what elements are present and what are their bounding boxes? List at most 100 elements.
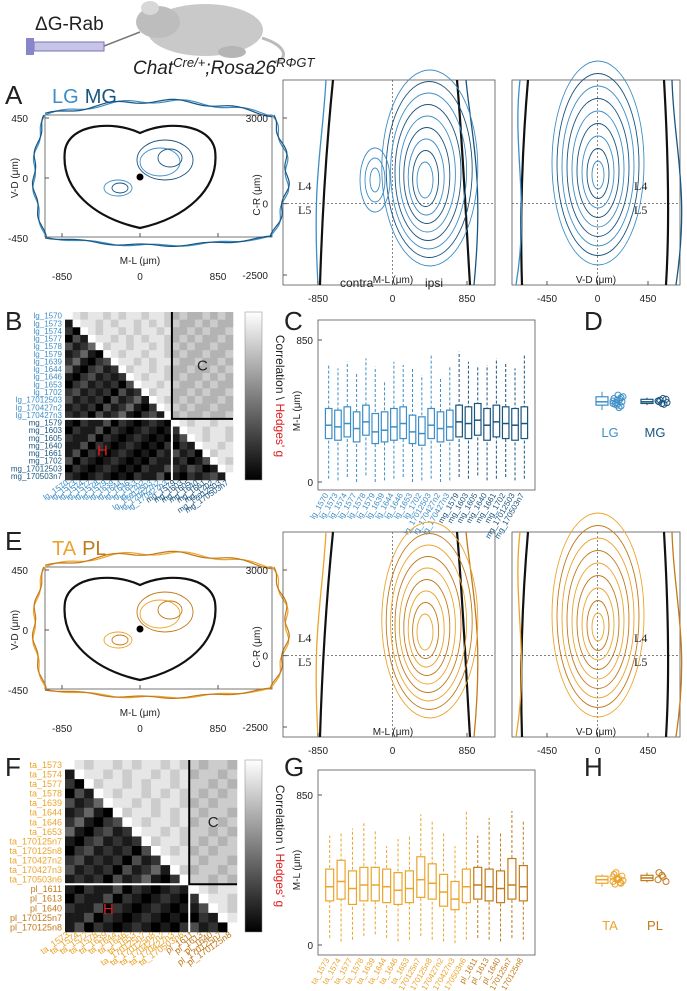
matrix-cell	[103, 903, 114, 914]
matrix-cell	[141, 922, 152, 933]
matrix-cell	[208, 874, 219, 885]
matrix-cell	[194, 449, 203, 458]
matrix-cell	[171, 350, 180, 359]
matrix-cell	[170, 874, 180, 885]
matrix-cell	[217, 760, 228, 770]
box	[380, 411, 389, 443]
matrix-cell	[217, 855, 228, 866]
matrix-cell	[133, 464, 142, 473]
matrix-cell	[74, 903, 85, 914]
matrix-cell	[217, 334, 226, 343]
matrix-cell	[170, 807, 180, 818]
matrix-cell	[179, 457, 188, 466]
matrix-cell	[118, 334, 127, 343]
matrix-cell	[141, 418, 150, 427]
matrix-cell	[227, 893, 238, 904]
y-tick-label: 0	[262, 652, 268, 663]
matrix-cell	[160, 788, 171, 799]
matrix-cell	[187, 449, 196, 458]
matrix-cell	[84, 874, 94, 885]
matrix-cell	[74, 826, 85, 837]
matrix-cell	[187, 388, 196, 397]
matrix-cell	[122, 865, 133, 875]
matrix-cell	[149, 434, 157, 443]
matrix-cell	[72, 334, 81, 343]
matrix-cell	[84, 769, 94, 780]
matrix-cell	[84, 855, 94, 866]
matrix-cell	[164, 365, 173, 374]
matrix-cell	[110, 464, 119, 473]
matrix-cell	[74, 874, 85, 885]
matrix-cell	[179, 817, 190, 828]
matrix-cell	[198, 779, 209, 789]
matrix-cell	[225, 350, 234, 359]
matrix-cell	[103, 396, 112, 404]
matrix-cell	[171, 312, 180, 320]
matrix-cell	[171, 380, 180, 389]
panel-letter: B	[5, 306, 22, 336]
matrix-cell	[194, 350, 203, 359]
matrix-cell	[133, 449, 142, 458]
matrix-cell	[118, 464, 127, 473]
matrix-cell	[227, 788, 238, 799]
matrix-cell	[112, 874, 123, 885]
matrix-cell	[80, 319, 89, 328]
matrix-cell	[141, 865, 152, 875]
matrix-cell	[74, 788, 85, 799]
contour	[139, 599, 181, 629]
x-tick-label: -850	[308, 746, 328, 757]
matrix-cell	[95, 396, 104, 404]
matrix-cell	[133, 411, 142, 420]
matrix-cell	[179, 464, 188, 473]
matrix-cell	[170, 817, 180, 828]
matrix-cell	[179, 350, 188, 359]
matrix-cell	[65, 798, 75, 809]
matrix-cell	[122, 846, 133, 856]
matrix-cell	[189, 893, 200, 904]
matrix-cell	[187, 357, 196, 366]
colorbar-label: Correlation \ Hedges' g	[273, 335, 287, 457]
matrix-cell	[170, 865, 180, 875]
matrix-cell	[164, 342, 173, 351]
matrix-cell	[208, 855, 219, 866]
matrix-cell	[210, 319, 219, 328]
matrix-cell	[208, 798, 219, 809]
matrix-cell	[171, 441, 180, 450]
matrix-cell	[210, 457, 219, 466]
contour	[556, 73, 640, 256]
matrix-cell	[65, 846, 75, 856]
matrix-cell	[122, 912, 133, 923]
matrix-cell	[110, 396, 119, 404]
matrix-cell	[84, 846, 94, 856]
row-label: ta_170125n7	[9, 836, 62, 846]
matrix-cell	[202, 327, 211, 336]
matrix-cell	[217, 418, 226, 427]
matrix-cell	[210, 396, 219, 404]
matrix-cell	[179, 426, 188, 435]
matrix-cell	[151, 798, 161, 809]
plot-frame	[44, 566, 273, 690]
matrix-cell	[65, 472, 73, 481]
matrix-cell	[210, 434, 219, 443]
center-dot	[136, 625, 144, 633]
matrix-cell	[103, 855, 114, 866]
matrix-cell	[217, 396, 226, 404]
density-trace	[44, 235, 273, 247]
density-trace	[671, 531, 683, 738]
box	[417, 416, 426, 446]
group-label: TA	[602, 918, 618, 933]
matrix-cell	[164, 441, 173, 450]
matrix-cell	[103, 826, 114, 837]
matrix-cell	[149, 312, 157, 320]
matrix-cell	[156, 350, 165, 359]
matrix-cell	[103, 865, 114, 875]
matrix-cell	[65, 449, 73, 458]
matrix-cell	[93, 760, 104, 770]
row-label: mg_1640	[29, 441, 63, 450]
layer-label: L5	[634, 655, 647, 669]
row-label: pl_1640	[30, 903, 62, 913]
contour	[571, 562, 625, 680]
matrix-cell	[210, 441, 219, 450]
matrix-cell	[151, 769, 161, 780]
matrix-cell	[80, 472, 89, 481]
